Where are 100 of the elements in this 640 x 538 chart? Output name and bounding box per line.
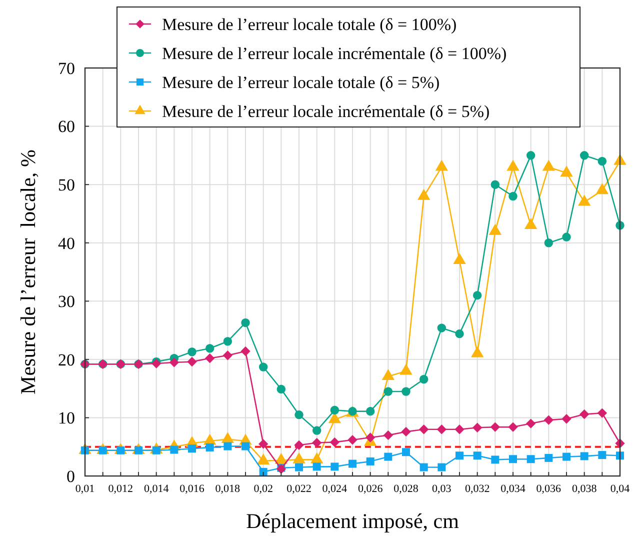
point (242, 442, 250, 450)
point (204, 353, 215, 364)
point (294, 440, 304, 450)
point (490, 422, 500, 432)
x-tick-label: 0,024 (322, 483, 348, 495)
legend-label: Mesure de l’erreur locale incrémentale (δ = 100%) (162, 44, 507, 63)
y-tick-label: 30 (58, 292, 75, 312)
point (295, 463, 303, 472)
point (402, 387, 410, 396)
point (330, 462, 339, 471)
point (435, 160, 448, 171)
point (562, 414, 572, 424)
point (241, 318, 250, 328)
point (526, 418, 536, 428)
point (348, 435, 358, 445)
x-tick-label: 0,018 (215, 483, 241, 495)
point (544, 415, 554, 425)
point (490, 180, 500, 189)
point (542, 160, 556, 171)
point (240, 346, 250, 356)
point (312, 462, 321, 471)
legend-label: Mesure de l’erreur locale incrémentale (δ = 5%) (162, 102, 490, 121)
point (560, 166, 573, 177)
point (454, 424, 464, 434)
x-axis-title: Déplacement imposé, cm (246, 509, 459, 533)
point (580, 452, 588, 460)
y-tick-label: 40 (58, 234, 75, 253)
x-tick-label: 0,016 (180, 483, 205, 495)
point (330, 437, 340, 448)
point (578, 194, 591, 206)
point (562, 232, 571, 242)
point (526, 151, 536, 160)
point (598, 156, 607, 166)
point (170, 446, 178, 454)
point (224, 442, 232, 450)
point (188, 444, 196, 453)
x-tick-label: 0,028 (394, 483, 419, 495)
x-tick-label: 0,03 (432, 483, 452, 495)
point (508, 192, 518, 201)
point (488, 224, 502, 235)
point (330, 406, 340, 414)
x-tick-label: 0,032 (464, 483, 490, 495)
point (438, 463, 446, 472)
point (437, 324, 446, 332)
point (455, 329, 464, 338)
x-tick-label: 0,04 (610, 483, 630, 495)
x-tick-label: 0,036 (536, 483, 562, 495)
point (294, 410, 304, 420)
x-tick-label: 0,022 (286, 483, 312, 495)
point (258, 439, 268, 449)
point (169, 357, 180, 368)
y-tick-label: 70 (58, 58, 75, 78)
point (508, 422, 518, 432)
y-axis-title: Mesure de l’erreur locale, % (16, 150, 40, 394)
point (597, 408, 608, 418)
y-tick-label: 10 (58, 408, 75, 428)
point (402, 448, 410, 456)
x-tick-label: 0,026 (358, 483, 384, 495)
point (544, 454, 553, 462)
point (223, 337, 232, 346)
point (524, 218, 538, 230)
point (383, 430, 394, 440)
x-tick-label: 0,01 (75, 483, 95, 495)
legend-label: Mesure de l’erreur locale totale (δ = 5%) (162, 72, 440, 92)
point (258, 362, 268, 372)
x-tick-label: 0,02 (254, 483, 273, 495)
point (365, 432, 376, 442)
point (401, 426, 411, 437)
point (366, 406, 375, 416)
point (526, 455, 535, 464)
point (598, 451, 606, 460)
point (453, 253, 466, 264)
point (187, 356, 197, 367)
point (366, 457, 374, 466)
y-tick-label: 20 (58, 350, 75, 370)
point (506, 160, 520, 171)
point (312, 438, 322, 448)
point (436, 424, 447, 434)
point (472, 290, 482, 300)
point (596, 183, 609, 194)
point (384, 387, 393, 396)
point (419, 374, 428, 384)
point (473, 452, 482, 460)
x-tick-label: 0,034 (500, 483, 526, 495)
point (544, 238, 554, 248)
point (417, 188, 430, 200)
y-tick-label: 0 (66, 466, 75, 486)
legend-label: Mesure de l’erreur locale totale (δ = 100%) (162, 14, 457, 34)
point (312, 426, 322, 435)
point (206, 443, 214, 452)
point (580, 151, 589, 160)
point (418, 424, 429, 434)
point (222, 350, 233, 360)
point (579, 409, 590, 420)
point (456, 452, 464, 460)
point (472, 422, 482, 432)
point (384, 452, 392, 461)
point (188, 347, 196, 356)
y-tick-label: 60 (58, 117, 75, 136)
point (491, 456, 500, 464)
